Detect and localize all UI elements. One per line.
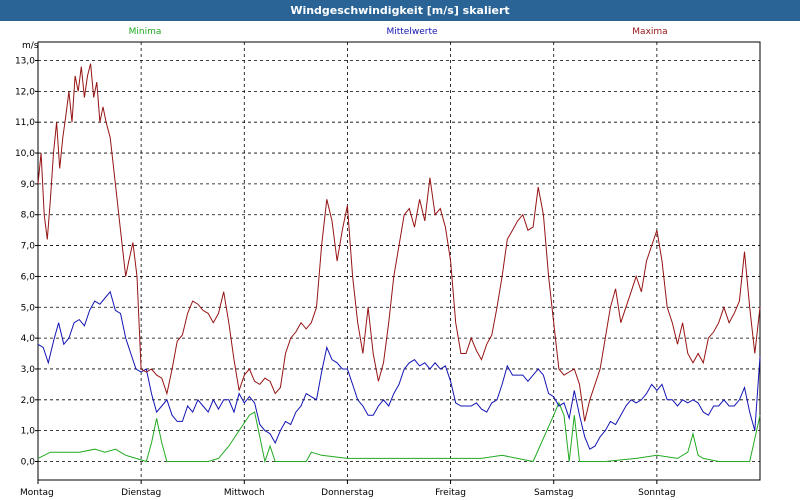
y-tick-label: 8,0 xyxy=(21,211,36,221)
y-tick-label: 12,0 xyxy=(15,87,35,97)
y-tick-label: 11,0 xyxy=(15,118,35,128)
grid-lines xyxy=(38,42,760,480)
series-minima xyxy=(37,401,761,464)
x-tick-day: Freitag xyxy=(435,488,466,498)
plot-frame xyxy=(37,41,761,481)
y-tick-label: 5,0 xyxy=(21,303,36,313)
legend-mittelwerte: Mittelwerte xyxy=(386,27,437,37)
x-axis: Montag11.05.20Dienstag12.05.20Mittwoch13… xyxy=(20,480,676,498)
y-tick-label: 13,0 xyxy=(15,57,35,67)
series-mittelwerte xyxy=(37,290,761,450)
legend: Minima Mittelwerte Maxima xyxy=(129,27,668,37)
y-tick-label: 6,0 xyxy=(21,272,36,282)
x-tick-day: Mittwoch xyxy=(224,488,265,498)
y-tick-label: 2,0 xyxy=(21,396,36,406)
y-tick-label: 10,0 xyxy=(15,149,35,159)
x-tick-day: Dienstag xyxy=(121,488,161,498)
x-tick-day: Montag xyxy=(20,488,54,498)
y-axis: 0,0 1,0 2,0 3,0 4,0 5,0 6,0 7,0 8,0 9,0 10,0 11,0 12… xyxy=(15,57,38,467)
x-tick-day: Samstag xyxy=(534,488,573,498)
y-tick-label: 9,0 xyxy=(21,180,36,190)
y-tick-label: 1,0 xyxy=(21,427,36,437)
y-tick-label: 0,0 xyxy=(21,457,36,467)
y-tick-label: 7,0 xyxy=(21,242,36,252)
x-tick-day: Donnerstag xyxy=(321,488,374,498)
chart-title: Windgeschwindigkeit [m/s] skaliert xyxy=(0,0,800,21)
legend-minima: Minima xyxy=(129,27,162,37)
y-axis-label: m/s xyxy=(22,41,39,51)
wind-chart: 0,0 1,0 2,0 3,0 4,0 5,0 6,0 7,0 8,0 9,0 10,0 11,0 12… xyxy=(15,27,761,498)
series-lines xyxy=(37,63,761,464)
x-tick-day: Sonntag xyxy=(638,488,675,498)
legend-maxima: Maxima xyxy=(632,27,667,37)
y-tick-label: 4,0 xyxy=(21,334,36,344)
series-maxima xyxy=(37,63,761,422)
y-tick-label: 3,0 xyxy=(21,365,36,375)
